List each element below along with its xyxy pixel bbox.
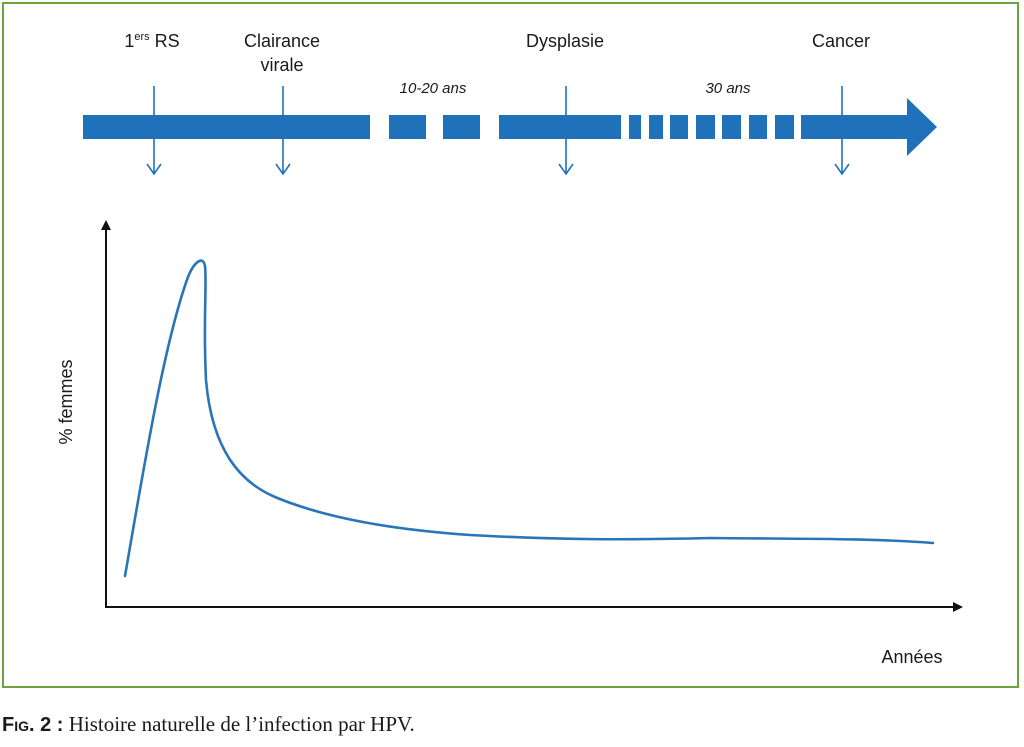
- event-label-viral-clearance-line1: Clairance: [244, 31, 320, 51]
- event-markers: [146, 86, 850, 176]
- figure-label: Fig. 2 :: [2, 714, 64, 736]
- gap-label-10-20: 10-20 ans: [400, 80, 467, 97]
- timeline-segment-2: [389, 115, 426, 139]
- event-marker-dysplasia: [558, 86, 574, 176]
- timeline-segment-1: [83, 115, 370, 139]
- timeline-arrowhead: [801, 98, 937, 156]
- timeline-dash-2: [649, 115, 663, 139]
- timeline-dash-4: [696, 115, 715, 139]
- y-axis-label: % femmes: [56, 359, 76, 444]
- event-label-dysplasia: Dysplasie: [526, 31, 604, 51]
- gap-label-30: 30 ans: [705, 80, 751, 97]
- prevalence-curve: [123, 259, 935, 578]
- hpv-diagram: 1ers RS Clairance virale Dysplasie Cance…: [56, 31, 963, 667]
- event-marker-viral-clearance: [275, 86, 291, 176]
- timeline-dash-6: [749, 115, 767, 139]
- timeline-dash-5: [722, 115, 741, 139]
- event-label-cancer: Cancer: [812, 31, 870, 51]
- timeline-dash-1: [629, 115, 641, 139]
- event-marker-cancer: [834, 86, 850, 176]
- timeline-bar: [83, 98, 937, 156]
- caption-text: Histoire naturelle de l’infection par HP…: [63, 712, 415, 736]
- timeline-dash-3: [670, 115, 688, 139]
- timeline-segment-3: [443, 115, 480, 139]
- event-marker-first-intercourse: [146, 86, 162, 176]
- x-axis-label: Années: [881, 647, 942, 667]
- figure-caption: Fig. 2 : Histoire naturelle de l’infecti…: [2, 712, 415, 737]
- timeline-dash-7: [775, 115, 794, 139]
- event-label-viral-clearance-line2: virale: [260, 55, 303, 75]
- event-label-first-intercourse: 1ers RS: [124, 31, 179, 51]
- timeline-segment-4: [499, 115, 621, 139]
